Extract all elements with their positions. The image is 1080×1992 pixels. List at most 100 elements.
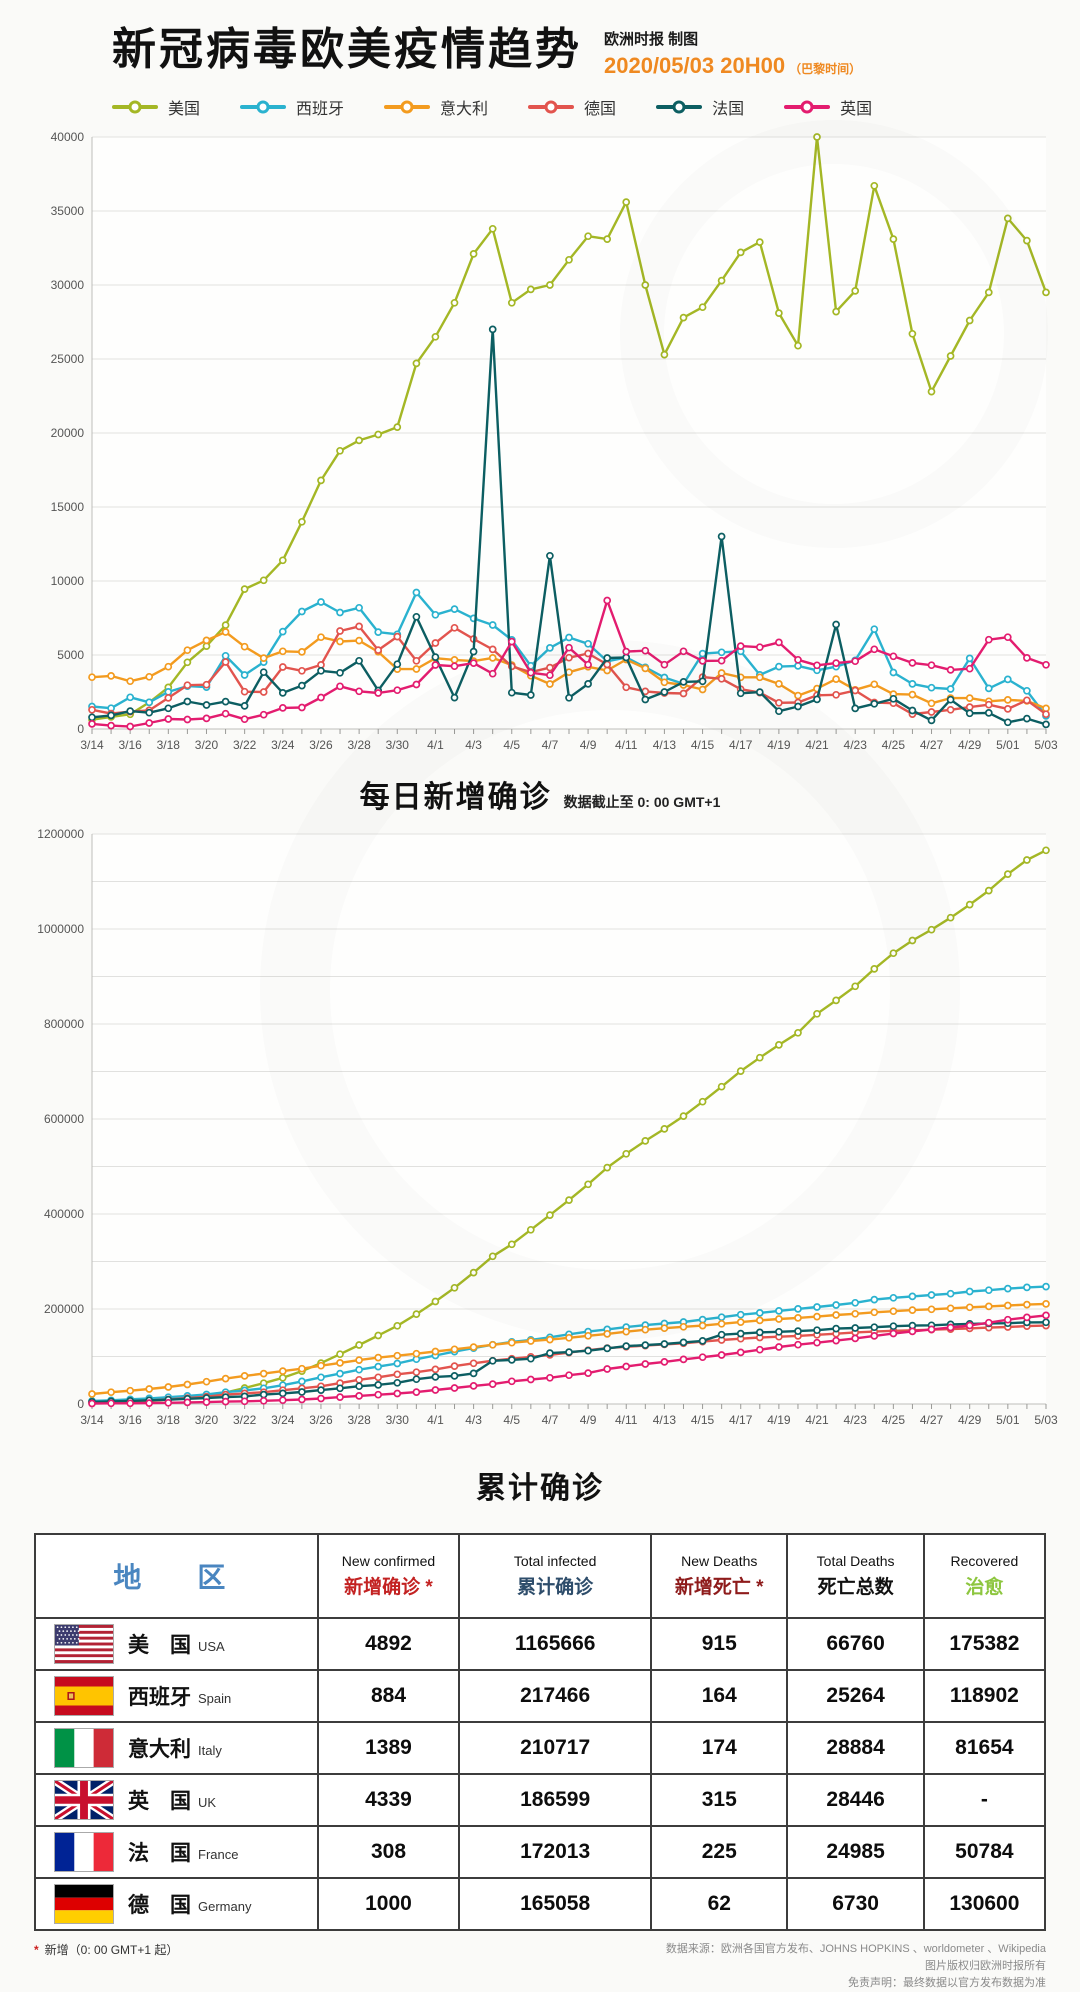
svg-text:3/26: 3/26 [309,1413,333,1427]
svg-text:5/03: 5/03 [1034,738,1058,752]
france-flag-icon [54,1832,114,1872]
svg-text:5/01: 5/01 [996,738,1020,752]
svg-text:4/7: 4/7 [542,738,559,752]
stat-value: 62 [707,1892,731,1915]
svg-text:4/13: 4/13 [653,1413,677,1427]
stat-value: 164 [701,1684,737,1707]
svg-text:3/22: 3/22 [233,738,257,752]
table-row-germany: 德 国 Germany 1000 165058 62 6730 130600 [34,1877,1047,1931]
timezone-note: （巴黎时间） [789,62,862,76]
svg-text:4/17: 4/17 [729,1413,753,1427]
svg-text:3/16: 3/16 [118,738,142,752]
caption-title: 累计确诊 [476,1472,604,1505]
svg-text:4/11: 4/11 [615,738,638,752]
cumulative-cases-chart: 0 200000 400000 600000 800000 1000000 1200000 3… [37,827,1058,1427]
legend-line-marker-icon [240,100,287,114]
value-cell-0-1: 1165666 [458,1617,653,1671]
stat-value: 118902 [949,1684,1019,1707]
svg-text:3/16: 3/16 [118,1413,142,1427]
svg-text:4/9: 4/9 [580,738,597,752]
table-row-spain: 西班牙 Spain 884 217466 164 25264 118902 [34,1669,1047,1723]
svg-text:4/27: 4/27 [920,738,944,752]
value-cell-1-3: 25264 [786,1669,925,1723]
column-header-en: New confirmed [341,1553,436,1569]
source-line: 数据来源：欧洲各国官方发布、JOHNS HOPKINS 、worldometer… [665,1943,1046,1955]
value-cell-4-1: 172013 [458,1825,653,1879]
stat-value: 1000 [365,1892,412,1915]
region-name-en: France [198,1846,239,1862]
value-cell-4-3: 24985 [786,1825,925,1879]
value-cell-2-1: 210717 [458,1721,653,1775]
value-cell-0-4: 175382 [922,1617,1047,1671]
chart-legend: 美国 西班牙 意大利 德国 法国 英国 [112,95,1080,119]
value-cell-5-1: 165058 [458,1877,653,1931]
svg-text:35000: 35000 [51,204,85,218]
stat-value: 315 [701,1788,737,1811]
value-cell-0-2: 915 [650,1617,789,1671]
svg-text:3/24: 3/24 [271,1413,295,1427]
region-cell: 德 国 Germany [36,1879,317,1929]
legend-dot-icon [256,100,270,114]
column-header-zh: 新增死亡 * [674,1577,764,1598]
legend-item-0: 美国 [112,95,200,119]
legend-label: 英国 [840,101,873,118]
legend-item-3: 德国 [528,95,616,119]
copyright-line: 图片版权归欧洲时报所有 [925,1960,1046,1973]
stat-value: 172013 [520,1840,591,1863]
value-cell-2-0: 1389 [316,1721,461,1775]
stat-value: 24985 [826,1840,885,1863]
value-cell-4-2: 225 [650,1825,789,1879]
stat-value: 28884 [826,1736,885,1759]
table-row-italy: 意大利 Italy 1389 210717 174 28884 81654 [34,1721,1047,1775]
svg-text:3/28: 3/28 [347,738,371,752]
stat-value: 1389 [365,1736,412,1759]
svg-text:1000000: 1000000 [37,922,84,936]
daily-new-cases-chart: 0 5000 10000 15000 20000 25000 30000 35000 40000… [51,130,1058,752]
region-cell: 西班牙 Spain [36,1671,317,1721]
legend-dot-icon [544,100,558,114]
stat-value: 6730 [832,1892,879,1915]
svg-text:3/18: 3/18 [157,1413,181,1427]
sources-block: 数据来源：欧洲各国官方发布、JOHNS HOPKINS 、worldometer… [666,1941,1046,1992]
region-cell: 美 国 USA [36,1619,317,1669]
value-cell-1-4: 118902 [922,1669,1047,1723]
svg-text:4/21: 4/21 [805,1413,829,1427]
column-header-cell-0: New confirmed 新增确诊 * [316,1533,461,1619]
legend-label: 法国 [712,101,745,118]
svg-text:4/21: 4/21 [805,738,829,752]
svg-text:30000: 30000 [51,278,85,292]
stat-value: 4892 [365,1632,412,1655]
stat-value: 915 [701,1632,737,1655]
svg-text:4/25: 4/25 [882,1413,906,1427]
column-header-cell-1: Total infected 累计确诊 [458,1533,653,1619]
stat-value: - [980,1788,988,1811]
region-name-zh: 美 国 [128,1634,191,1657]
value-cell-1-1: 217466 [458,1669,653,1723]
stat-value: 25264 [826,1684,885,1707]
legend-dot-icon [672,100,686,114]
caption-subtitle: 数据截止至 0: 00 GMT+1 [563,794,721,810]
svg-text:25000: 25000 [51,352,85,366]
footnote: * 新增（0: 00 GMT+1 起） [34,1941,178,1958]
value-cell-1-0: 884 [316,1669,461,1723]
svg-text:0: 0 [77,722,84,736]
svg-text:5000: 5000 [57,648,84,662]
stat-value: 28446 [826,1788,885,1811]
svg-text:3/24: 3/24 [271,738,295,752]
legend-label: 美国 [168,101,201,118]
value-cell-3-2: 315 [650,1773,789,1827]
table-header-row: 地 区 New confirmed 新增确诊 * Total infected 累计确诊… [34,1533,1047,1619]
header: 新冠病毒欧美疫情趋势 欧洲时报 制图 2020/05/03 20H00 （巴黎时间… [0,0,1080,79]
column-header-zh: 死亡总数 [817,1577,894,1598]
svg-text:4/1: 4/1 [427,1413,444,1427]
svg-text:4/29: 4/29 [958,1413,982,1427]
value-cell-3-4: - [922,1773,1047,1827]
column-header-en: New Deaths [681,1553,758,1569]
svg-text:3/20: 3/20 [195,738,219,752]
svg-text:4/27: 4/27 [920,1413,944,1427]
cumulative-chart-wrap: 0 200000 400000 600000 800000 1000000 1200000 3… [14,820,1080,1445]
svg-text:0: 0 [77,1397,84,1411]
daily-chart-caption: 每日新增确诊 数据截止至 0: 00 GMT+1 [0,772,1080,816]
column-header-en: Total infected [513,1553,597,1569]
